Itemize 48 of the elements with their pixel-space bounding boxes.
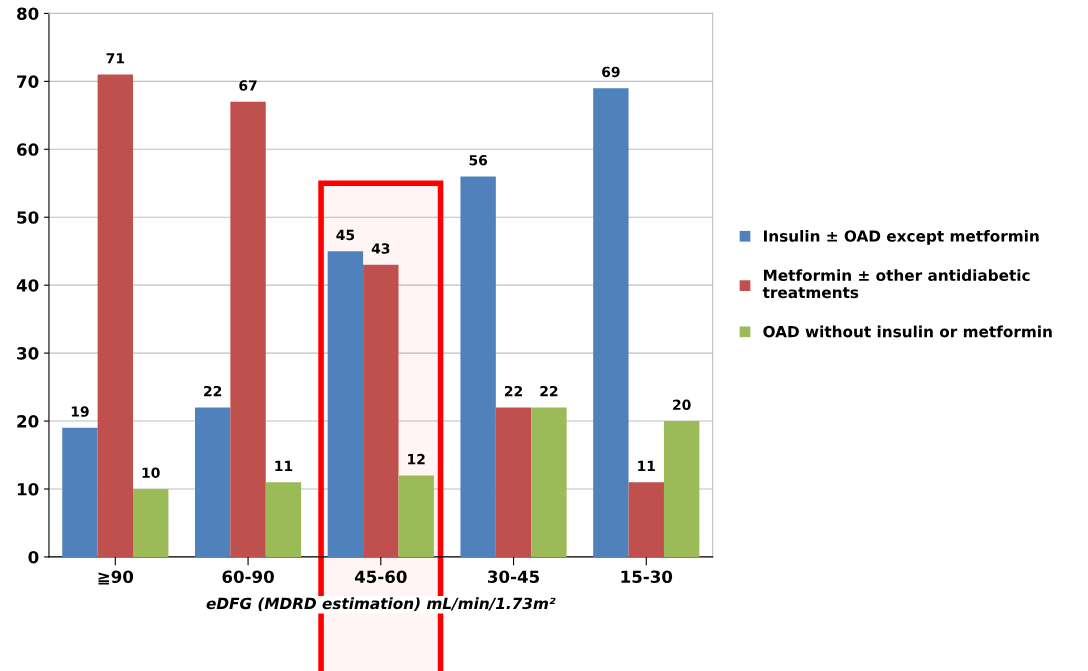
bar (663, 421, 700, 557)
data-label: 20 (673, 399, 691, 411)
bar (194, 407, 231, 557)
x-tick-label: 45-60 (354, 570, 407, 584)
data-label: 67 (239, 80, 257, 91)
x-tick-label: 15-30 (621, 570, 673, 584)
legend-label: Metformin ± other antidiabetic treatments (762, 269, 1030, 299)
bar (62, 427, 98, 557)
x-axis-title: eDFG (MDRD estimation) mL/min/1.73m² (206, 597, 556, 611)
y-tick-label: 0 (28, 550, 39, 564)
x-tick-label: 30-45 (488, 570, 540, 584)
bar (133, 488, 169, 557)
bar (460, 176, 496, 557)
data-label: 10 (142, 467, 160, 478)
bar (363, 264, 399, 557)
x-tick-label: 60-90 (222, 570, 274, 584)
data-label: 69 (602, 66, 620, 78)
data-label: 22 (504, 385, 522, 397)
bar (593, 88, 629, 557)
y-tick-label: 50 (17, 211, 39, 224)
legend-label: OAD without insulin or metformin (763, 325, 1052, 338)
y-tick-label: 30 (17, 347, 39, 360)
data-label: 19 (71, 406, 89, 417)
data-label: 71 (106, 53, 125, 64)
bar (495, 407, 532, 557)
data-label: 11 (638, 460, 655, 471)
data-label: 12 (408, 453, 425, 465)
bar (265, 482, 302, 557)
y-tick-label: 70 (17, 75, 39, 88)
bar (531, 407, 567, 557)
data-label: 22 (204, 385, 222, 397)
data-label: 45 (336, 229, 355, 241)
bar (398, 475, 434, 557)
y-tick-label: 10 (17, 482, 39, 496)
legend-label: Insulin ± OAD except metformin (763, 230, 1039, 245)
bar (97, 74, 134, 557)
y-tick-label: 20 (17, 415, 39, 428)
bar (230, 101, 266, 557)
data-label: 43 (371, 243, 390, 254)
bar (327, 251, 364, 557)
y-tick-label: 80 (17, 7, 39, 20)
y-tick-label: 40 (16, 279, 39, 292)
data-label: 11 (275, 460, 293, 471)
data-label: 22 (540, 385, 558, 397)
bar (628, 482, 664, 557)
data-label: 56 (469, 154, 488, 166)
y-tick-label: 60 (17, 143, 39, 156)
x-tick-label: ≧90 (98, 570, 134, 585)
